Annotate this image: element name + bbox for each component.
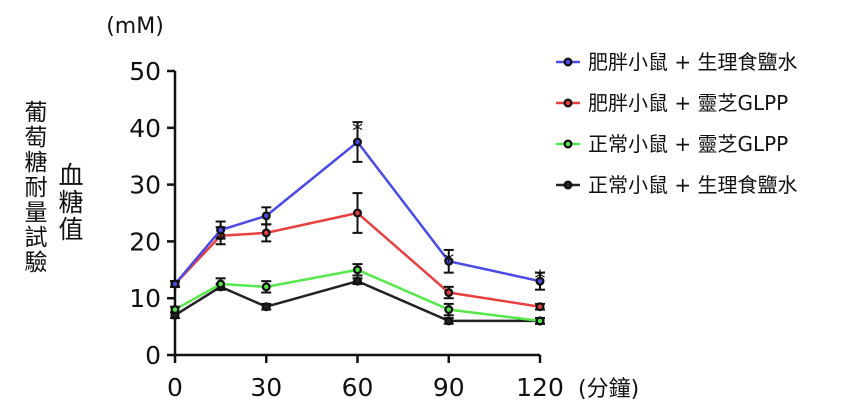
data-point-core — [446, 307, 451, 312]
y-tick-label: 10 — [129, 284, 161, 313]
significance-mark: * — [535, 267, 546, 292]
data-point-core — [218, 281, 223, 287]
data-point-core — [355, 139, 360, 145]
y-tick-label: 50 — [129, 57, 161, 86]
data-point-core — [172, 313, 178, 318]
legend-swatch-marker-core — [565, 100, 571, 106]
data-point-core — [355, 267, 360, 272]
significance-mark: * — [352, 119, 363, 144]
x-tick-label: 0 — [167, 373, 183, 402]
data-point-core — [537, 304, 543, 309]
series-line — [174, 211, 541, 308]
data-point-core — [172, 281, 178, 287]
y-tick-label: 0 — [145, 341, 161, 370]
y-axis-label: 血糖值 — [55, 162, 84, 243]
legend-label: 正常小鼠 + 生理食鹽水 — [588, 173, 797, 197]
data-point-core — [218, 227, 223, 233]
y-unit-label: (mM) — [106, 14, 164, 39]
significance-mark: * — [443, 250, 454, 275]
data-point-core — [446, 290, 451, 295]
data-point-core — [446, 259, 451, 264]
x-tick-label: 90 — [433, 373, 465, 402]
data-point-core — [264, 213, 269, 219]
series-line — [174, 140, 541, 285]
series-line — [174, 279, 540, 323]
data-point-core — [537, 278, 543, 284]
data-point-core — [355, 278, 360, 284]
legend-label: 肥胖小鼠 + 靈芝GLPP — [588, 91, 788, 115]
x-tick-label: 120 — [516, 373, 564, 402]
y-tick-label: 20 — [129, 227, 161, 256]
series-line — [174, 268, 541, 323]
y-tick-label: 40 — [129, 114, 161, 143]
x-tick-label: 60 — [342, 373, 374, 402]
data-point-core — [264, 304, 269, 309]
plot-marks: * * * — [170, 119, 546, 326]
data-point-core — [446, 318, 451, 324]
data-point-core — [264, 284, 269, 290]
axes: 0 10 20 30 40 50 0 30 60 90 120 (mM) (分鐘) — [106, 14, 639, 402]
legend-label: 肥胖小鼠 + 生理食鹽水 — [588, 50, 797, 74]
data-point-core — [172, 307, 178, 312]
test-title: 葡萄糖耐量試驗 — [20, 100, 46, 275]
y-tick-label: 30 — [129, 171, 161, 200]
data-point-core — [537, 318, 543, 324]
legend-swatch-marker-core — [565, 59, 571, 65]
x-tick-label: 30 — [250, 373, 282, 402]
x-axis-label: (分鐘) — [578, 377, 639, 402]
legend-swatch-marker-core — [565, 182, 571, 188]
legend-swatch-marker-core — [565, 141, 571, 147]
data-point-core — [355, 210, 360, 216]
legend-label: 正常小鼠 + 靈芝GLPP — [588, 132, 788, 156]
data-point-core — [264, 230, 269, 236]
